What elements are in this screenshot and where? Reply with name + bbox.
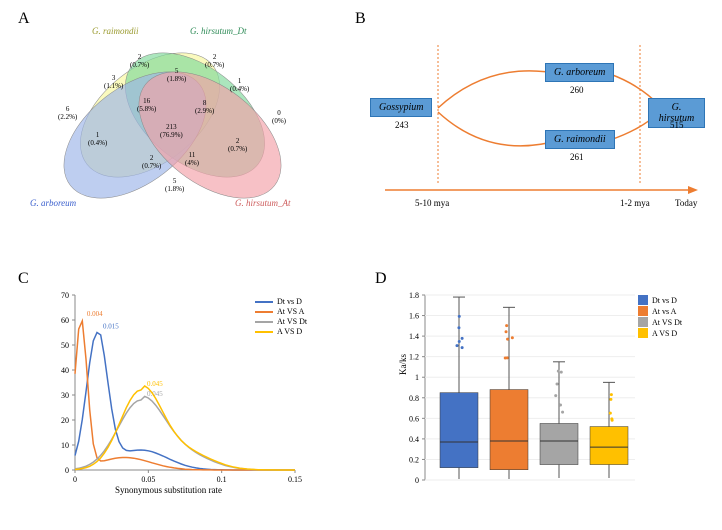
venn-label-hirsutum-dt: G. hirsutum_Dt — [190, 26, 247, 36]
venn-dt-a-at: 2(0.7%) — [228, 138, 247, 153]
venn-label-hirsutum-at: G. hirsutum_At — [235, 198, 291, 208]
svg-text:0.8: 0.8 — [409, 394, 419, 403]
legend-item: At VS Dt — [638, 317, 682, 327]
phylo-node-arboreum: G. arboreum — [545, 63, 614, 82]
svg-text:0: 0 — [73, 475, 77, 484]
panel-c-xlabel: Synonymous substitution rate — [115, 485, 222, 495]
venn-r-dt-at: 8(2.9%) — [195, 100, 214, 115]
svg-text:40: 40 — [61, 366, 69, 375]
venn-center: 213(76.9%) — [160, 124, 183, 139]
svg-text:10: 10 — [61, 441, 69, 450]
figure-container: A G. raimondii G. hirsutum_Dt G. arboreu… — [10, 10, 712, 520]
svg-text:0.1: 0.1 — [217, 475, 227, 484]
venn-label-raimondii: G. raimondii — [92, 26, 139, 36]
venn-label-arboreum: G. arboreum — [30, 198, 76, 208]
svg-text:0.015: 0.015 — [103, 323, 119, 331]
venn-dt-at: 1(0.4%) — [230, 78, 249, 93]
legend-item: A VS D — [638, 328, 682, 338]
legend-item: A VS D — [255, 327, 307, 336]
svg-text:60: 60 — [61, 316, 69, 325]
panel-b-label: B — [355, 10, 366, 28]
venn-r-a: 3(1.1%) — [104, 75, 123, 90]
venn-a-at: 5(1.8%) — [165, 178, 184, 193]
venn-r-at-small: 2(0.7%) — [142, 155, 161, 170]
panel-c-chart: 0 10 20 30 40 50 60 70 0 0.05 0.1 0.15 0.0150.004 0.0… — [40, 285, 350, 510]
svg-text:0.045: 0.045 — [147, 380, 163, 388]
phylo-node-raimondii: G. raimondii — [545, 130, 615, 149]
phylo-count-hirsutum: 515 — [670, 120, 684, 130]
svg-text:30: 30 — [61, 391, 69, 400]
svg-text:1.4: 1.4 — [409, 332, 419, 341]
svg-text:50: 50 — [61, 341, 69, 350]
panel-c-label: C — [18, 270, 29, 288]
panel-d-chart: 0 0.2 0.4 0.6 0.8 1 1.2 1.4 1.6 1.8 Ka/ks Dt vs D… — [390, 285, 705, 510]
panel-c-legend: Dt vs DAt VS AAt VS DtA VS D — [255, 297, 307, 337]
panel-a-label: A — [18, 10, 30, 28]
phylo-count-arboreum: 260 — [570, 85, 584, 95]
svg-text:70: 70 — [61, 291, 69, 300]
svg-text:1.8: 1.8 — [409, 291, 419, 300]
svg-text:0.05: 0.05 — [141, 475, 155, 484]
venn-dt-only: 2(0.7%) — [205, 54, 224, 69]
panel-d-ylabel: Ka/ks — [398, 354, 408, 375]
svg-text:1: 1 — [415, 373, 419, 382]
legend-item: Dt vs D — [255, 297, 307, 306]
svg-text:0.15: 0.15 — [288, 475, 302, 484]
phylo-count-root: 243 — [395, 120, 409, 130]
svg-text:0: 0 — [415, 476, 419, 485]
svg-text:1.6: 1.6 — [409, 312, 419, 321]
venn-r-only: 2(0.7%) — [130, 54, 149, 69]
svg-text:0: 0 — [65, 466, 69, 475]
phylo-time-2: 1-2 mya — [620, 198, 650, 208]
legend-item: At VS Dt — [255, 317, 307, 326]
phylo-time-1: 5-10 mya — [415, 198, 449, 208]
svg-text:0.6: 0.6 — [409, 414, 419, 423]
phylo-time-3: Today — [675, 198, 697, 208]
phylo-node-root: Gossypium — [370, 98, 432, 117]
legend-item: Dt vs D — [638, 295, 682, 305]
svg-text:20: 20 — [61, 416, 69, 425]
venn-r-dt: 5(1.8%) — [167, 68, 186, 83]
phylo-count-raimondii: 261 — [570, 152, 584, 162]
panel-d-legend: Dt vs DAt vs AAt VS DtA VS D — [638, 295, 682, 339]
venn-at-only: 0(0%) — [272, 110, 286, 125]
legend-item: At vs A — [638, 306, 682, 316]
venn-r-a-at: 11(4%) — [185, 152, 199, 167]
venn-a-only: 6(2.2%) — [58, 106, 77, 121]
panel-a-venn: G. raimondii G. hirsutum_Dt G. arboreum … — [30, 20, 320, 220]
venn-a-dt-small: 1(0.4%) — [88, 132, 107, 147]
svg-text:0.2: 0.2 — [409, 455, 419, 464]
legend-item: At VS A — [255, 307, 307, 316]
panel-b-phylo: Gossypium 243 G. arboreum 260 G. raimond… — [370, 30, 705, 220]
svg-text:1.2: 1.2 — [409, 353, 419, 362]
venn-r-dt-a: 16(5.8%) — [137, 98, 156, 113]
panel-d-label: D — [375, 270, 387, 288]
svg-text:0.004: 0.004 — [87, 310, 103, 318]
svg-text:0.4: 0.4 — [409, 435, 419, 444]
